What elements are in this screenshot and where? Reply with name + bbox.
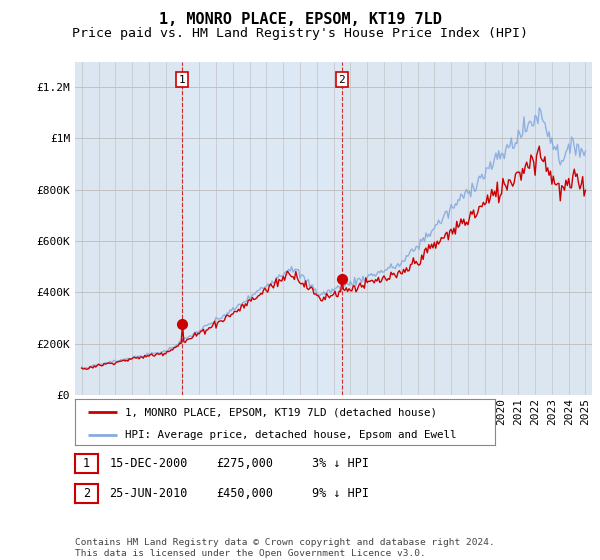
Text: 3% ↓ HPI: 3% ↓ HPI <box>312 457 369 470</box>
Text: 9% ↓ HPI: 9% ↓ HPI <box>312 487 369 501</box>
Text: 15-DEC-2000: 15-DEC-2000 <box>109 457 188 470</box>
Text: Price paid vs. HM Land Registry's House Price Index (HPI): Price paid vs. HM Land Registry's House … <box>72 27 528 40</box>
Text: £275,000: £275,000 <box>216 457 273 470</box>
Text: Contains HM Land Registry data © Crown copyright and database right 2024.
This d: Contains HM Land Registry data © Crown c… <box>75 538 495 558</box>
Text: 1: 1 <box>83 457 90 470</box>
Bar <box>182 62 341 395</box>
Text: £450,000: £450,000 <box>216 487 273 501</box>
Text: 1, MONRO PLACE, EPSOM, KT19 7LD (detached house): 1, MONRO PLACE, EPSOM, KT19 7LD (detache… <box>125 407 437 417</box>
Text: 2: 2 <box>83 487 90 501</box>
Text: 1, MONRO PLACE, EPSOM, KT19 7LD: 1, MONRO PLACE, EPSOM, KT19 7LD <box>158 12 442 27</box>
Text: 2: 2 <box>338 74 345 85</box>
Text: HPI: Average price, detached house, Epsom and Ewell: HPI: Average price, detached house, Epso… <box>125 430 457 440</box>
Text: 1: 1 <box>178 74 185 85</box>
Text: 25-JUN-2010: 25-JUN-2010 <box>109 487 188 501</box>
